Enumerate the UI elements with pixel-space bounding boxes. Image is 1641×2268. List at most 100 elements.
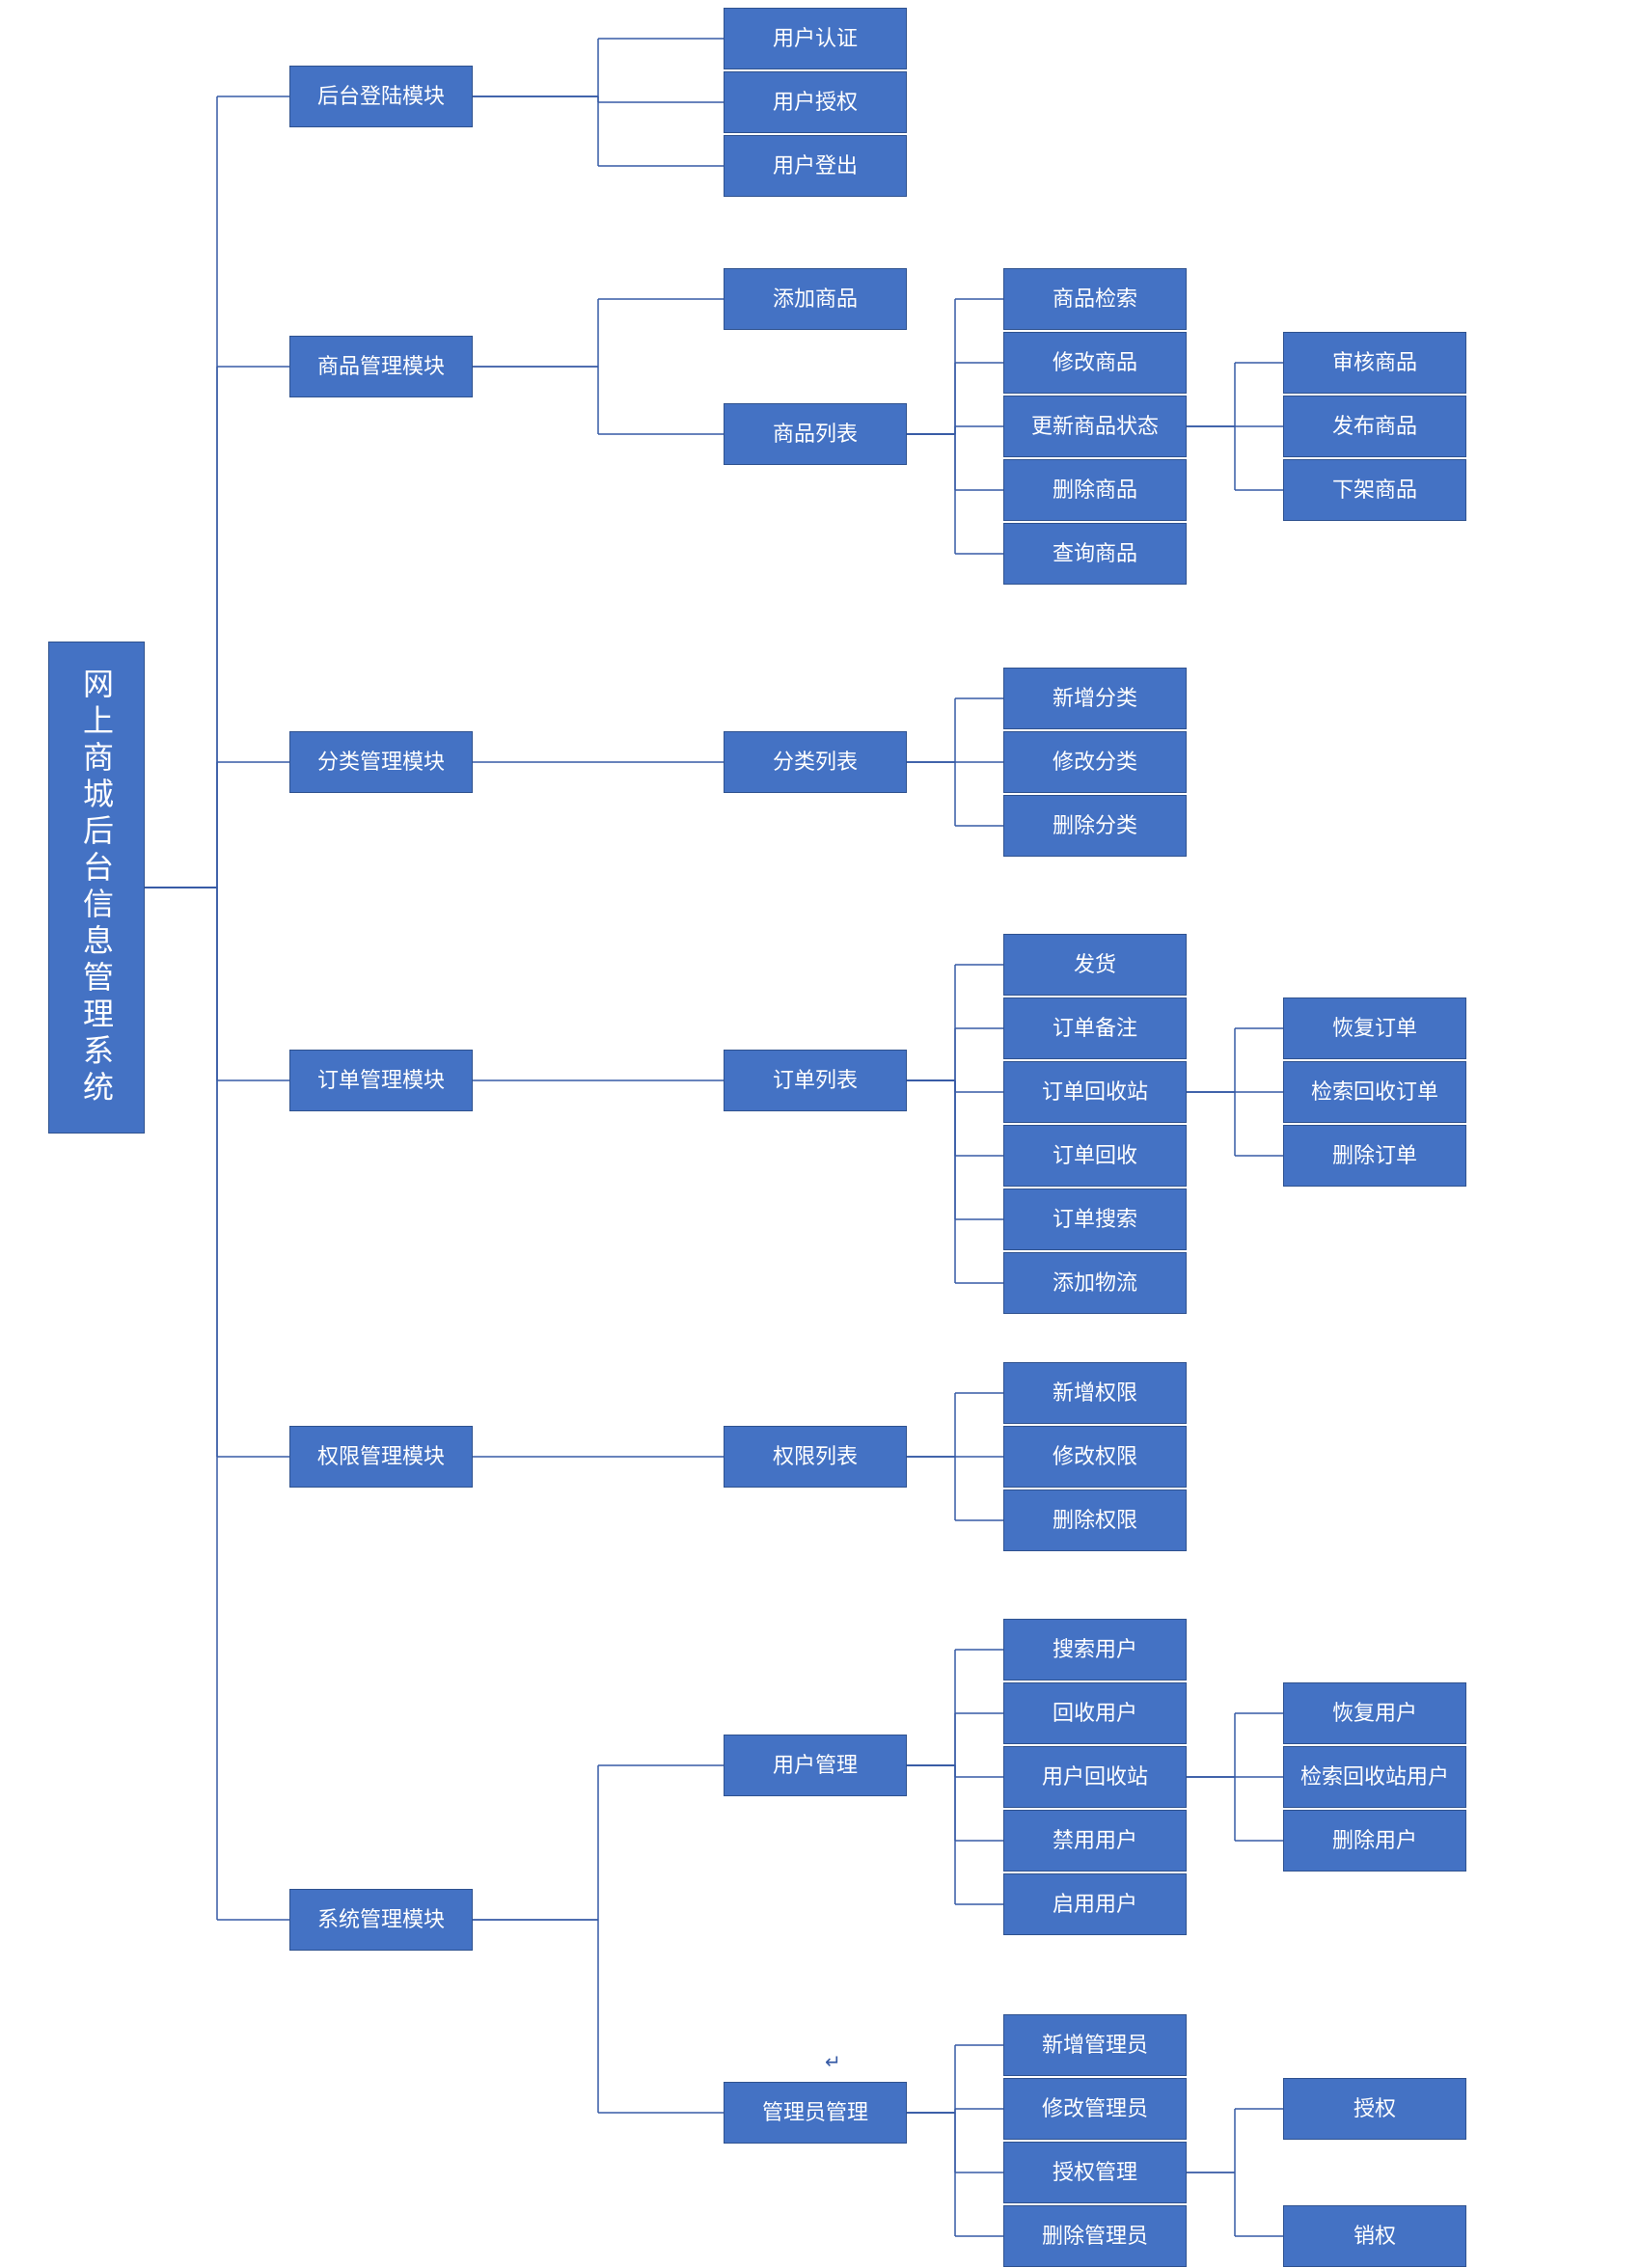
node-e11: 新增权限 bbox=[1003, 1362, 1187, 1424]
node-b231: 审核商品 bbox=[1283, 332, 1466, 394]
node-b21: 商品检索 bbox=[1003, 268, 1187, 330]
node-m3: 分类管理模块 bbox=[289, 731, 473, 793]
node-d132: 检索回收订单 bbox=[1283, 1061, 1466, 1123]
node-label: 权限管理模块 bbox=[317, 1443, 445, 1470]
node-label: 删除商品 bbox=[1053, 477, 1137, 504]
node-label: 禁用用户 bbox=[1053, 1827, 1137, 1854]
node-b232: 发布商品 bbox=[1283, 396, 1466, 457]
node-g14: 删除管理员 bbox=[1003, 2205, 1187, 2267]
node-label: 下架商品 bbox=[1332, 477, 1417, 504]
node-f131: 恢复用户 bbox=[1283, 1682, 1466, 1744]
node-a3: 用户登出 bbox=[724, 135, 907, 197]
node-g12: 修改管理员 bbox=[1003, 2078, 1187, 2140]
node-label: 删除用户 bbox=[1332, 1827, 1417, 1854]
node-label: 用户管理 bbox=[773, 1752, 858, 1779]
node-a1: 用户认证 bbox=[724, 8, 907, 69]
node-label: 删除管理员 bbox=[1042, 2223, 1148, 2250]
node-f12: 回收用户 bbox=[1003, 1682, 1187, 1744]
node-d1: 订单列表 bbox=[724, 1050, 907, 1111]
node-m4: 订单管理模块 bbox=[289, 1050, 473, 1111]
node-label: 修改商品 bbox=[1053, 349, 1137, 376]
node-c12: 修改分类 bbox=[1003, 731, 1187, 793]
node-d11: 发货 bbox=[1003, 934, 1187, 996]
node-e1: 权限列表 bbox=[724, 1426, 907, 1488]
node-m5: 权限管理模块 bbox=[289, 1426, 473, 1488]
node-label: 管理员管理 bbox=[762, 2099, 868, 2126]
node-b23: 更新商品状态 bbox=[1003, 396, 1187, 457]
return-glyph-icon: ↵ bbox=[825, 2050, 841, 2074]
node-label: 新增权限 bbox=[1053, 1380, 1137, 1407]
node-f15: 启用用户 bbox=[1003, 1873, 1187, 1935]
node-d14: 订单回收 bbox=[1003, 1125, 1187, 1187]
node-label: 订单列表 bbox=[773, 1067, 858, 1094]
node-label: 恢复用户 bbox=[1332, 1700, 1417, 1727]
node-label: 后台登陆模块 bbox=[317, 83, 445, 110]
node-label: 授权 bbox=[1354, 2095, 1396, 2122]
node-label: 删除权限 bbox=[1053, 1507, 1137, 1534]
node-label: 添加物流 bbox=[1053, 1270, 1137, 1297]
node-label: 搜索用户 bbox=[1053, 1636, 1137, 1663]
node-label: 新增管理员 bbox=[1042, 2032, 1148, 2059]
node-c11: 新增分类 bbox=[1003, 668, 1187, 729]
node-c1n: 分类列表 bbox=[724, 731, 907, 793]
node-f1: 用户管理 bbox=[724, 1735, 907, 1796]
node-label: 修改管理员 bbox=[1042, 2095, 1148, 2122]
node-g1: 管理员管理 bbox=[724, 2082, 907, 2144]
node-label: 分类列表 bbox=[773, 749, 858, 776]
diagram-canvas: ↵ 网上商城后台信息管理系统后台登陆模块商品管理模块分类管理模块订单管理模块权限… bbox=[0, 0, 1641, 2268]
node-label: 系统管理模块 bbox=[317, 1906, 445, 1933]
node-f11: 搜索用户 bbox=[1003, 1619, 1187, 1681]
node-label: 用户回收站 bbox=[1042, 1763, 1148, 1790]
node-label: 用户登出 bbox=[773, 152, 858, 179]
node-label: 删除分类 bbox=[1053, 812, 1137, 839]
node-label: 恢复订单 bbox=[1332, 1015, 1417, 1042]
node-label: 新增分类 bbox=[1053, 685, 1137, 712]
node-label: 用户认证 bbox=[773, 25, 858, 52]
node-label: 网上商城后台信息管理系统 bbox=[77, 668, 116, 1107]
node-label: 授权管理 bbox=[1053, 2159, 1137, 2186]
node-b2: 商品列表 bbox=[724, 403, 907, 465]
node-label: 修改分类 bbox=[1053, 749, 1137, 776]
node-f133: 删除用户 bbox=[1283, 1810, 1466, 1872]
node-d131: 恢复订单 bbox=[1283, 997, 1466, 1059]
node-d13: 订单回收站 bbox=[1003, 1061, 1187, 1123]
node-label: 订单回收 bbox=[1053, 1142, 1137, 1169]
node-c13: 删除分类 bbox=[1003, 795, 1187, 857]
node-f13: 用户回收站 bbox=[1003, 1746, 1187, 1808]
node-label: 分类管理模块 bbox=[317, 749, 445, 776]
node-g132: 销权 bbox=[1283, 2205, 1466, 2267]
node-label: 检索回收站用户 bbox=[1300, 1763, 1449, 1790]
node-g131: 授权 bbox=[1283, 2078, 1466, 2140]
node-label: 删除订单 bbox=[1332, 1142, 1417, 1169]
node-f14: 禁用用户 bbox=[1003, 1810, 1187, 1872]
node-e12: 修改权限 bbox=[1003, 1426, 1187, 1488]
node-label: 订单搜索 bbox=[1053, 1206, 1137, 1233]
node-label: 发货 bbox=[1074, 951, 1116, 978]
node-label: 订单回收站 bbox=[1042, 1079, 1148, 1106]
node-label: 订单管理模块 bbox=[317, 1067, 445, 1094]
node-label: 更新商品状态 bbox=[1031, 413, 1159, 440]
node-label: 回收用户 bbox=[1053, 1700, 1137, 1727]
node-label: 审核商品 bbox=[1332, 349, 1417, 376]
node-m2: 商品管理模块 bbox=[289, 336, 473, 397]
node-label: 检索回收订单 bbox=[1311, 1079, 1438, 1106]
node-g13: 授权管理 bbox=[1003, 2142, 1187, 2203]
node-label: 订单备注 bbox=[1053, 1015, 1137, 1042]
node-d12: 订单备注 bbox=[1003, 997, 1187, 1059]
node-root: 网上商城后台信息管理系统 bbox=[48, 642, 145, 1134]
node-d133: 删除订单 bbox=[1283, 1125, 1466, 1187]
node-d16: 添加物流 bbox=[1003, 1252, 1187, 1314]
node-label: 销权 bbox=[1354, 2223, 1396, 2250]
node-a2: 用户授权 bbox=[724, 71, 907, 133]
node-b25: 查询商品 bbox=[1003, 523, 1187, 585]
node-b1: 添加商品 bbox=[724, 268, 907, 330]
node-label: 发布商品 bbox=[1332, 413, 1417, 440]
node-label: 启用用户 bbox=[1053, 1891, 1137, 1918]
node-m6: 系统管理模块 bbox=[289, 1889, 473, 1951]
node-m1: 后台登陆模块 bbox=[289, 66, 473, 127]
node-b22: 修改商品 bbox=[1003, 332, 1187, 394]
node-b24: 删除商品 bbox=[1003, 459, 1187, 521]
node-label: 修改权限 bbox=[1053, 1443, 1137, 1470]
node-label: 添加商品 bbox=[773, 286, 858, 313]
node-d15: 订单搜索 bbox=[1003, 1189, 1187, 1250]
